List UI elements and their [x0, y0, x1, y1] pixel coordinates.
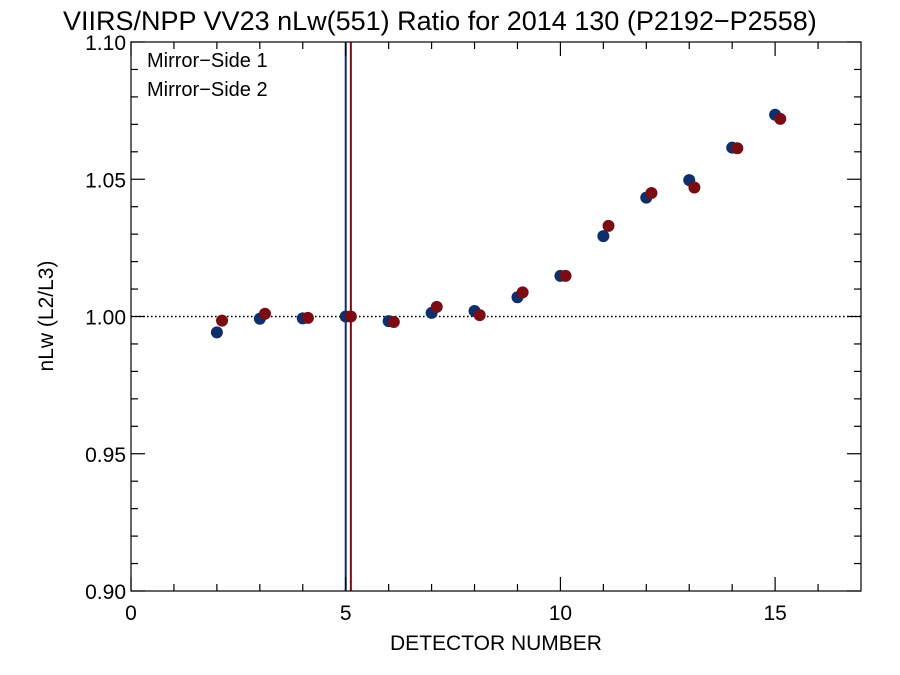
data-point-series-2-detector-14 — [731, 142, 744, 155]
data-point-series-1-detector-2 — [210, 326, 223, 339]
chart-title: VIIRS/NPP VV23 nLw(551) Ratio for 2014 1… — [63, 6, 817, 36]
data-point-series-2-detector-5 — [344, 310, 357, 323]
data-points-layer — [210, 108, 787, 339]
data-point-series-2-detector-2 — [216, 314, 229, 327]
legend: Mirror−Side 1 Mirror−Side 2 — [147, 50, 268, 101]
data-point-series-2-detector-15 — [774, 112, 787, 125]
data-point-series-1-detector-11 — [597, 230, 610, 243]
data-point-series-2-detector-8 — [473, 309, 486, 322]
data-point-series-2-detector-6 — [387, 315, 400, 328]
y-tick-label: 1.00 — [85, 307, 126, 330]
x-axis-label: DETECTOR NUMBER — [390, 632, 602, 655]
x-tick-label: 10 — [549, 602, 572, 625]
axis-ticks-layer: 0 5 10 15 0.90 0.95 1.00 1.05 1.10 — [85, 32, 861, 625]
data-point-series-2-detector-11 — [602, 219, 615, 232]
data-point-series-2-detector-13 — [688, 181, 701, 194]
y-axis-label: nLw (L2/L3) — [35, 261, 58, 372]
data-point-series-2-detector-12 — [645, 186, 658, 199]
y-tick-label: 0.95 — [85, 444, 126, 467]
y-tick-label: 1.05 — [85, 169, 126, 192]
legend-entry-mirror-side-1: Mirror−Side 1 — [147, 50, 268, 72]
data-point-series-2-detector-10 — [559, 269, 572, 282]
data-point-series-2-detector-4 — [301, 311, 314, 324]
data-point-series-2-detector-9 — [516, 286, 529, 299]
legend-entry-mirror-side-2: Mirror−Side 2 — [147, 79, 268, 101]
x-tick-label: 5 — [340, 602, 352, 625]
data-point-series-2-detector-7 — [430, 300, 443, 313]
y-tick-label: 0.90 — [85, 581, 126, 604]
data-point-series-2-detector-3 — [258, 307, 271, 320]
x-tick-label: 15 — [763, 602, 786, 625]
y-tick-label: 1.10 — [85, 32, 126, 55]
x-tick-label: 0 — [125, 602, 137, 625]
